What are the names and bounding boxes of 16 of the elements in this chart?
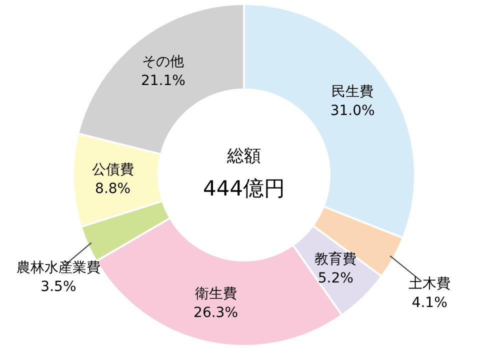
- data-label: 31.0%: [330, 102, 375, 119]
- data-label: 4.1%: [412, 294, 448, 311]
- slice-label: 民生費: [332, 84, 374, 100]
- text: 総額: [226, 146, 261, 166]
- data-label: 21.1%: [140, 73, 186, 90]
- slice-label: 衛生費: [194, 286, 237, 302]
- data-label: 3.5%: [40, 279, 76, 296]
- slice-label: 土木費: [408, 276, 451, 292]
- slice-label: 公債費: [92, 162, 134, 178]
- slice-label: 教育費: [314, 250, 357, 268]
- data-label: 5.2%: [318, 270, 354, 287]
- data-label: 8.8%: [95, 180, 131, 197]
- data-label: 26.3%: [194, 304, 238, 321]
- slice-label: 農林水産業費: [16, 260, 100, 276]
- text: 444億円: [202, 176, 286, 200]
- slice-label: その他: [142, 54, 184, 70]
